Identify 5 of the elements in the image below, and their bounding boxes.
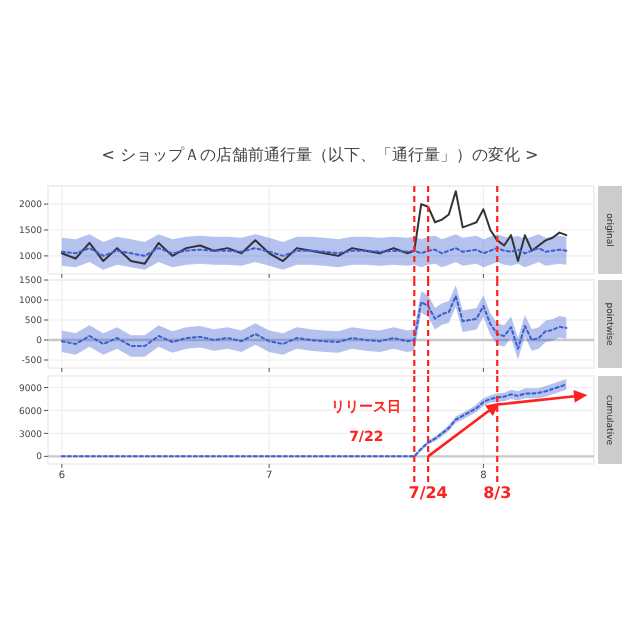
line-series <box>60 295 568 350</box>
ref-line-label: 7/24 <box>408 484 449 502</box>
line-series <box>60 190 568 265</box>
ref-line-label: 8/3 <box>483 484 512 502</box>
chart-title: < ショップＡの店舗前通行量（以下、「通行量」）の変化 > <box>101 146 539 164</box>
